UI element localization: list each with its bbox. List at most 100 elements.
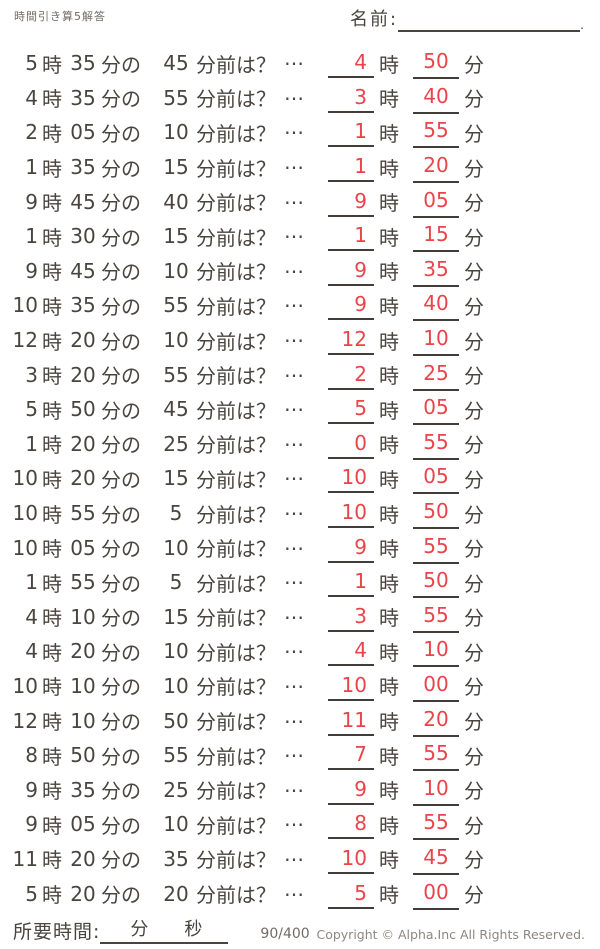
problems-list: 5 時 35 分の 45 分前は？ … 4 時 50 分 4 時 35 分の 5… [0, 46, 600, 911]
problem-row: 10 時 55 分の 5 分前は？ … 10 時 50 分 [0, 496, 600, 531]
hour-unit-label: 時 [379, 294, 399, 319]
question-hour: 10 [12, 501, 38, 526]
answer-hour-blank: 9 [328, 533, 374, 563]
answer-minute-blank: 00 [413, 670, 459, 702]
problem-row: 10 時 35 分の 55 分前は？ … 9 時 40 分 [0, 288, 600, 323]
name-line-period: . [580, 18, 584, 32]
question-minute: 45 [70, 258, 96, 283]
hour-unit-label: 時 [379, 675, 399, 700]
subtract-minutes: 15 [163, 604, 189, 629]
question-minute: 50 [70, 743, 96, 768]
ellipsis: … [284, 565, 304, 590]
ellipsis: … [284, 150, 304, 175]
problem-row: 8 時 50 分の 55 分前は？ … 7 時 55 分 [0, 738, 600, 773]
question-hour: 5 [25, 51, 38, 76]
answer-minute-blank: 05 [413, 462, 459, 495]
subtract-minutes: 20 [163, 881, 189, 906]
minute-unit-label: 分 [464, 502, 484, 527]
answer-hour-blank: 4 [328, 636, 374, 667]
answer-hour-blank: 2 [328, 360, 374, 390]
hour-unit-label: 時 [379, 398, 399, 423]
question-minute: 05 [70, 120, 96, 145]
problem-row: 4 時 35 分の 55 分前は？ … 3 時 40 分 [0, 81, 600, 116]
before-question-label: 分前は？ [196, 675, 276, 700]
minute-no-label: 分の [101, 87, 141, 112]
answer-hour-blank: 10 [328, 671, 374, 701]
ellipsis: … [284, 807, 304, 832]
ellipsis: … [284, 80, 304, 105]
subtract-minutes: 55 [163, 293, 189, 318]
question-minute: 35 [70, 293, 96, 318]
hour-unit-label: 時 [42, 156, 62, 181]
progress-counter: 90/400 [260, 926, 310, 942]
minutes-unit-label: 分 [130, 919, 149, 940]
before-question-label: 分前は？ [196, 156, 276, 181]
hour-unit-label: 時 [379, 640, 399, 665]
ellipsis: … [284, 772, 304, 797]
hour-unit-label: 時 [379, 606, 399, 631]
question-hour: 1 [25, 570, 38, 595]
before-question-label: 分前は？ [196, 467, 276, 492]
answer-minute-blank: 55 [413, 739, 459, 772]
subtract-minutes: 55 [163, 743, 189, 768]
answer-minute-blank: 40 [413, 289, 459, 322]
subtract-minutes: 10 [163, 328, 189, 353]
problem-row: 1 時 35 分の 15 分前は？ … 1 時 20 分 [0, 150, 600, 185]
minute-no-label: 分の [101, 121, 141, 146]
answer-minute-blank: 05 [413, 186, 459, 218]
answer-hour-blank: 11 [328, 706, 374, 736]
answer-hour-blank: 10 [328, 844, 374, 874]
question-hour: 11 [12, 846, 38, 871]
before-question-label: 分前は？ [196, 121, 276, 146]
hour-unit-label: 時 [42, 398, 62, 423]
ellipsis: … [284, 496, 304, 521]
subtract-minutes: 15 [163, 466, 189, 491]
hour-unit-label: 時 [42, 52, 62, 77]
before-question-label: 分前は？ [196, 571, 276, 596]
ellipsis: … [284, 461, 304, 486]
problem-row: 4 時 10 分の 15 分前は？ … 3 時 55 分 [0, 600, 600, 635]
subtract-minutes: 15 [163, 155, 189, 180]
answer-minute-blank: 55 [413, 532, 459, 564]
minute-no-label: 分の [101, 398, 141, 423]
ellipsis: … [284, 184, 304, 209]
answer-minute-blank: 40 [413, 82, 459, 114]
minute-no-label: 分の [101, 606, 141, 631]
answer-minute-blank: 55 [413, 808, 459, 841]
answer-hour-blank: 5 [328, 394, 374, 425]
question-minute: 20 [70, 328, 96, 353]
answer-minute-blank: 55 [413, 116, 459, 149]
answer-hour-blank: 1 [328, 117, 374, 148]
answer-minute-blank: 15 [413, 220, 459, 253]
before-question-label: 分前は？ [196, 779, 276, 804]
subtract-minutes: 15 [163, 224, 189, 249]
hour-unit-label: 時 [379, 710, 399, 735]
before-question-label: 分前は？ [196, 502, 276, 527]
question-hour: 12 [12, 328, 38, 353]
question-minute: 20 [70, 362, 96, 387]
subtract-minutes: 10 [163, 258, 189, 283]
before-question-label: 分前は？ [196, 813, 276, 838]
subtract-minutes: 50 [163, 708, 189, 733]
answer-hour-blank: 1 [328, 567, 374, 598]
problem-row: 4 時 20 分の 10 分前は？ … 4 時 10 分 [0, 634, 600, 669]
hour-unit-label: 時 [379, 364, 399, 389]
answer-minute-blank: 10 [413, 635, 459, 668]
hour-unit-label: 時 [379, 121, 399, 146]
answer-minute-blank: 35 [413, 255, 459, 287]
question-minute: 05 [70, 812, 96, 837]
minute-unit-label: 分 [464, 294, 484, 319]
hour-unit-label: 時 [42, 191, 62, 216]
ellipsis: … [284, 219, 304, 244]
answer-minute-blank: 55 [413, 428, 459, 460]
ellipsis: … [284, 599, 304, 624]
question-hour: 3 [25, 362, 38, 387]
answer-minute-blank: 50 [413, 497, 459, 530]
question-minute: 20 [70, 466, 96, 491]
question-hour: 10 [12, 535, 38, 560]
ellipsis: … [284, 288, 304, 313]
footer: 所要時間: 分 秒 90/400 Copyright © Alpha.Inc A… [13, 917, 585, 944]
hour-unit-label: 時 [42, 571, 62, 596]
answer-hour-blank: 3 [328, 83, 374, 113]
